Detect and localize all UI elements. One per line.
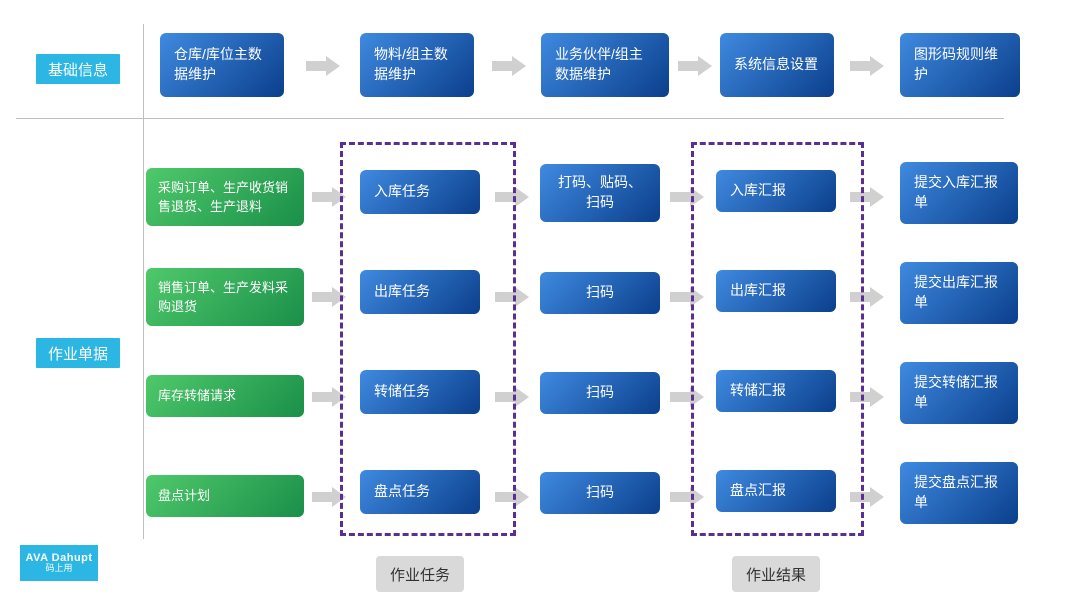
scan-box-1: 扫码: [540, 272, 660, 314]
green-box-0: 采购订单、生产收货销售退货、生产退料: [146, 168, 304, 226]
task-box-2: 转储任务: [360, 370, 480, 414]
footer-task-text: 作业任务: [390, 564, 450, 585]
arrow-basic-3: [678, 56, 712, 76]
basic-box-3: 业务伙伴/组主数据维护: [541, 33, 669, 97]
basic-box-2: 物料/组主数据维护: [360, 33, 474, 97]
arrow-w3-1: [312, 487, 346, 507]
arrow-w2-1: [312, 387, 346, 407]
arrow-w1-4: [850, 287, 884, 307]
task-text-0: 入库任务: [374, 182, 430, 202]
report-box-0: 入库汇报: [716, 170, 836, 212]
arrow-basic-1: [306, 56, 340, 76]
logo: AVA Dahupt 码上用: [20, 545, 98, 581]
basic-box-1-text: 仓库/库位主数据维护: [174, 45, 270, 84]
report-box-3: 盘点汇报: [716, 470, 836, 512]
scan-text-1: 扫码: [586, 283, 614, 303]
task-box-1: 出库任务: [360, 270, 480, 314]
arrow-w2-2: [495, 387, 529, 407]
submit-text-1: 提交出库汇报单: [914, 273, 1004, 312]
logo-line2: 码上用: [45, 564, 72, 574]
arrow-w3-2: [495, 487, 529, 507]
scan-text-0: 打码、贴码、扫码: [554, 173, 646, 212]
arrow-w2-3: [670, 387, 704, 407]
submit-box-2: 提交转储汇报单: [900, 362, 1018, 424]
report-text-0: 入库汇报: [730, 181, 786, 201]
green-box-3: 盘点计划: [146, 475, 304, 517]
green-text-1: 销售订单、生产发料采购退货: [158, 278, 292, 317]
report-box-1: 出库汇报: [716, 270, 836, 312]
section-basic: 基础信息: [36, 54, 120, 84]
footer-task-label: 作业任务: [376, 556, 464, 592]
submit-text-3: 提交盘点汇报单: [914, 473, 1004, 512]
scan-text-2: 扫码: [586, 383, 614, 403]
task-text-1: 出库任务: [374, 282, 430, 302]
green-box-2: 库存转储请求: [146, 375, 304, 417]
divider-col: [143, 24, 144, 539]
section-work: 作业单据: [36, 338, 120, 368]
task-box-3: 盘点任务: [360, 470, 480, 514]
submit-box-3: 提交盘点汇报单: [900, 462, 1018, 524]
arrow-basic-2: [492, 56, 526, 76]
report-text-2: 转储汇报: [730, 381, 786, 401]
footer-result-text: 作业结果: [746, 564, 806, 585]
basic-box-4: 系统信息设置: [720, 33, 834, 97]
arrow-w3-3: [670, 487, 704, 507]
task-text-2: 转储任务: [374, 382, 430, 402]
basic-box-5-text: 图形码规则维护: [914, 45, 1006, 84]
basic-box-1: 仓库/库位主数据维护: [160, 33, 284, 97]
task-box-0: 入库任务: [360, 170, 480, 214]
arrow-w2-4: [850, 387, 884, 407]
report-text-3: 盘点汇报: [730, 481, 786, 501]
report-text-1: 出库汇报: [730, 281, 786, 301]
arrow-w0-4: [850, 187, 884, 207]
footer-result-label: 作业结果: [732, 556, 820, 592]
arrow-w3-4: [850, 487, 884, 507]
arrow-basic-4: [850, 56, 884, 76]
scan-box-2: 扫码: [540, 372, 660, 414]
scan-box-3: 扫码: [540, 472, 660, 514]
scan-box-0: 打码、贴码、扫码: [540, 164, 660, 222]
arrow-w0-2: [495, 187, 529, 207]
basic-box-3-text: 业务伙伴/组主数据维护: [555, 45, 655, 84]
task-text-3: 盘点任务: [374, 482, 430, 502]
arrow-w1-1: [312, 287, 346, 307]
basic-box-2-text: 物料/组主数据维护: [374, 45, 460, 84]
scan-text-3: 扫码: [586, 483, 614, 503]
green-text-0: 采购订单、生产收货销售退货、生产退料: [158, 178, 292, 217]
arrow-w1-2: [495, 287, 529, 307]
section-basic-text: 基础信息: [48, 59, 108, 80]
arrow-w0-1: [312, 187, 346, 207]
submit-box-1: 提交出库汇报单: [900, 262, 1018, 324]
submit-text-2: 提交转储汇报单: [914, 373, 1004, 412]
report-box-2: 转储汇报: [716, 370, 836, 412]
green-text-2: 库存转储请求: [158, 386, 236, 406]
basic-box-5: 图形码规则维护: [900, 33, 1020, 97]
green-text-3: 盘点计划: [158, 486, 210, 506]
arrow-w1-3: [670, 287, 704, 307]
green-box-1: 销售订单、生产发料采购退货: [146, 268, 304, 326]
basic-box-4-text: 系统信息设置: [734, 55, 818, 75]
divider-row1: [16, 118, 1004, 119]
submit-text-0: 提交入库汇报单: [914, 173, 1004, 212]
arrow-w0-3: [670, 187, 704, 207]
section-work-text: 作业单据: [48, 343, 108, 364]
submit-box-0: 提交入库汇报单: [900, 162, 1018, 224]
diagram-canvas: 基础信息 作业单据 仓库/库位主数据维护 物料/组主数据维护 业务伙伴/组主数据…: [0, 0, 1065, 597]
